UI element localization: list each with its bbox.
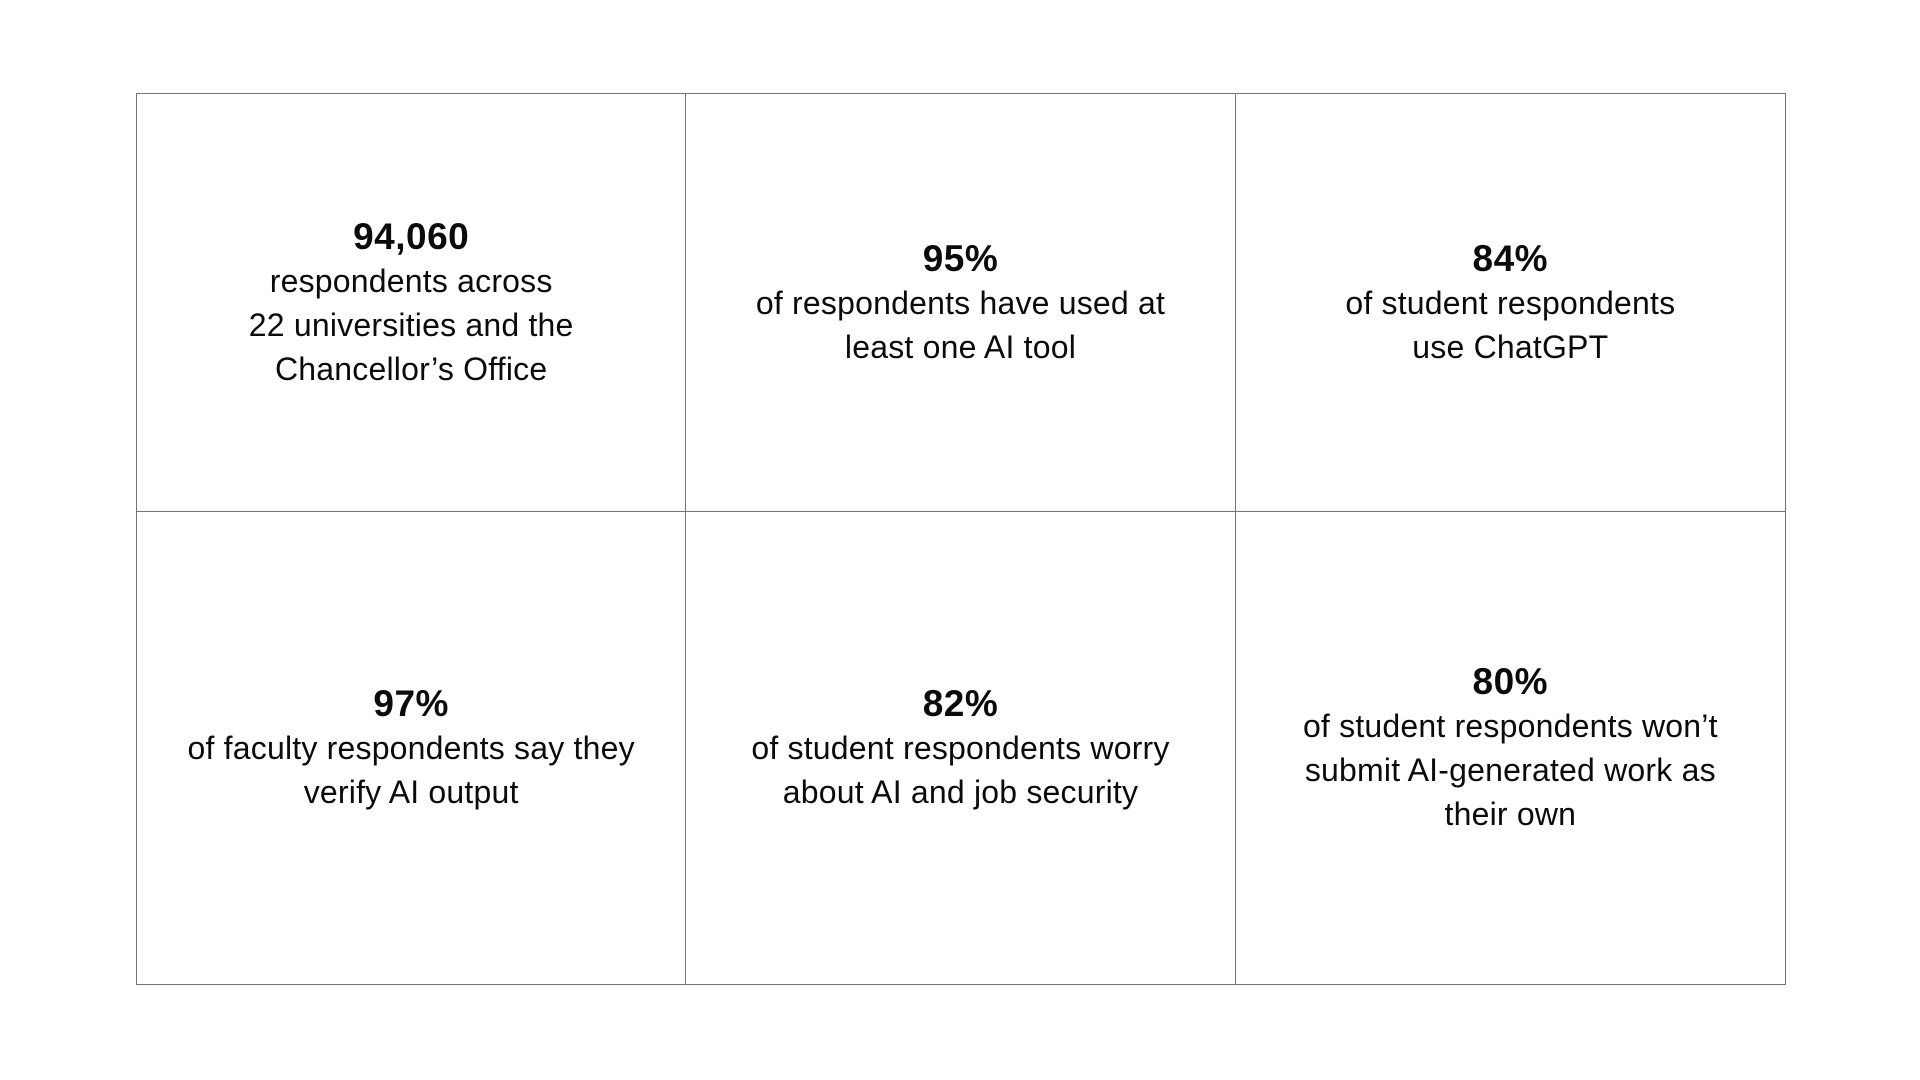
stat-value: 94,060 <box>353 215 470 257</box>
stat-text-line: of student respondents won’t <box>1302 708 1718 744</box>
stat-text-line: respondents across <box>269 262 553 299</box>
stat-cell-use-chatgpt: 84% of student respondents use ChatGPT <box>1235 94 1785 512</box>
stat-text-line: submit AI-generated work as <box>1304 752 1716 788</box>
stat-block: 97% of faculty respondents say they veri… <box>167 682 654 814</box>
stat-value: 97% <box>373 683 449 724</box>
stat-value: 95% <box>922 237 999 279</box>
stat-block: 80% of student respondents won’t submit … <box>1283 660 1738 836</box>
stat-text-line: of respondents have used at <box>755 284 1166 321</box>
stat-text-line: least one AI tool <box>844 328 1077 365</box>
stat-text-line: about AI and job security <box>782 774 1139 810</box>
stat-text-line: use ChatGPT <box>1412 328 1609 365</box>
stat-block: 95% of respondents have used at least on… <box>736 237 1185 369</box>
stat-block: 84% of student respondents use ChatGPT <box>1325 237 1695 369</box>
stat-value: 84% <box>1472 237 1549 279</box>
stat-text-line: of faculty respondents say they <box>187 730 635 766</box>
stat-text-line: verify AI output <box>303 774 519 810</box>
stat-block: 94,060 respondents across 22 universitie… <box>229 215 594 391</box>
stat-cell-wont-submit: 80% of student respondents won’t submit … <box>1236 512 1785 984</box>
stat-text-line: their own <box>1444 796 1577 832</box>
stat-cell-job-security: 82% of student respondents worry about A… <box>686 512 1236 984</box>
stat-value: 82% <box>922 683 999 724</box>
stat-cell-verify-output: 97% of faculty respondents say they veri… <box>137 512 687 984</box>
stat-text-line: of student respondents <box>1345 284 1676 321</box>
stat-value: 80% <box>1472 661 1549 702</box>
stat-cell-used-ai-tool: 95% of respondents have used at least on… <box>686 94 1236 512</box>
stat-cell-respondents: 94,060 respondents across 22 universitie… <box>137 94 687 512</box>
stat-text-line: Chancellor’s Office <box>274 350 548 387</box>
stats-table: 94,060 respondents across 22 universitie… <box>136 93 1786 985</box>
stat-text-line: 22 universities and the <box>248 306 574 343</box>
stat-block: 82% of student respondents worry about A… <box>731 682 1189 814</box>
stat-text-line: of student respondents worry <box>751 730 1170 766</box>
